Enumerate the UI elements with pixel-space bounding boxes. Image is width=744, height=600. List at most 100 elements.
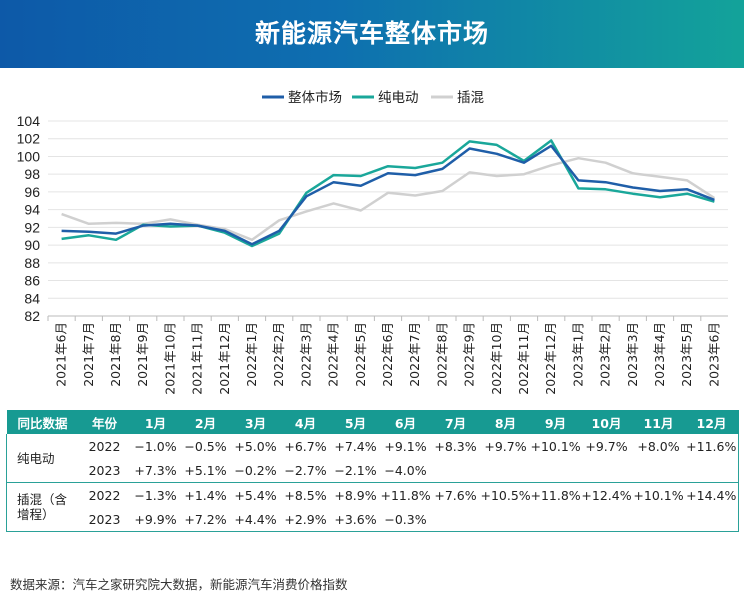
table-value-cell: +11.8% xyxy=(380,487,431,503)
table-value-cell: +2.9% xyxy=(280,507,331,532)
x-tick-label: 2022年11月 xyxy=(516,322,531,395)
table-value-cell: −1.3% xyxy=(134,487,177,503)
table-year-cell: 2023 xyxy=(78,458,131,483)
table-header-cell: 9月 xyxy=(530,410,581,434)
table-value-cell: −0.5% xyxy=(184,438,227,454)
table-value-cell: +8.5% xyxy=(284,487,327,503)
legend-label: 整体市场 xyxy=(288,89,342,106)
yoy-table: 同比数据 年份 1月 2月 3月 4月 5月 6月 7月 8月 9月 10月 11月 12月 纯电动 202… xyxy=(6,410,739,532)
legend-label: 纯电动 xyxy=(378,90,419,106)
table-value-cell xyxy=(480,507,531,532)
table-value-cell: −1.0% xyxy=(134,438,177,454)
table-value-cell: −4.0% xyxy=(380,458,431,483)
x-tick-label: 2022年3月 xyxy=(298,322,313,387)
series-line-bev xyxy=(61,139,715,248)
y-tick-label: 86 xyxy=(24,273,40,289)
x-tick-label: 2023年2月 xyxy=(598,322,613,387)
y-tick-label: 90 xyxy=(24,237,40,253)
table-year-cell: 2022 xyxy=(88,438,121,454)
table-value-cell: +12.4% xyxy=(581,487,632,503)
y-tick-label: 96 xyxy=(24,184,40,200)
title-banner: 新能源汽车整体市场 xyxy=(0,0,744,68)
table-header-cell: 年份 xyxy=(78,410,131,434)
y-tick-label: 82 xyxy=(24,308,40,324)
table-value-cell: +1.4% xyxy=(184,487,227,503)
table-value-cell xyxy=(530,507,581,532)
table-value-cell: +9.7% xyxy=(484,438,527,454)
table-header-cell: 7月 xyxy=(430,410,481,434)
table-group-label: 插混（含增程） xyxy=(6,482,79,532)
x-tick-label: 2022年10月 xyxy=(489,322,504,395)
table-header-row: 同比数据 年份 1月 2月 3月 4月 5月 6月 7月 8月 9月 10月 11月 12月 xyxy=(6,410,739,434)
table-value-cell xyxy=(632,458,685,483)
table-value-cell xyxy=(480,458,531,483)
table-value-cell: +10.1% xyxy=(530,438,581,454)
x-tick-label: 2023年6月 xyxy=(706,322,721,387)
table-header-cell: 11月 xyxy=(632,410,685,434)
x-tick-label: 2023年3月 xyxy=(625,322,640,387)
x-tick-label: 2021年12月 xyxy=(217,322,232,395)
x-tick-label: 2021年6月 xyxy=(54,322,69,387)
table-value-cell: +9.9% xyxy=(130,507,181,532)
table-header-cell: 同比数据 xyxy=(6,410,79,434)
table-row: 2023 +7.3% +5.1% −0.2% −2.7% −2.1% −4.0% xyxy=(7,458,739,483)
table-value-cell xyxy=(430,458,481,483)
table-value-cell: +10.5% xyxy=(480,487,531,503)
table-value-cell xyxy=(580,507,633,532)
chart-grid xyxy=(48,120,728,317)
chart-legend: 整体市场 纯电动 插混 xyxy=(262,89,484,106)
table-value-cell: +6.7% xyxy=(284,438,327,454)
x-tick-label: 2022年5月 xyxy=(353,322,368,387)
x-tick-label: 2022年6月 xyxy=(380,322,395,387)
series-line-phev xyxy=(61,156,716,242)
table-group-label: 纯电动 xyxy=(6,434,79,483)
x-tick-label: 2021年8月 xyxy=(108,322,123,387)
y-tick-label: 88 xyxy=(24,255,40,271)
table-row: 纯电动 2022 −1.0% −0.5% +5.0% +6.7% +7.4% +9.1% +8.… xyxy=(6,434,739,483)
chart-series xyxy=(61,139,716,248)
y-tick-label: 102 xyxy=(17,131,41,147)
y-tick-label: 84 xyxy=(24,290,40,306)
table-value-cell: −2.7% xyxy=(280,458,331,483)
y-tick-label: 94 xyxy=(24,202,40,218)
table-value-cell: +7.2% xyxy=(180,507,231,532)
x-tick-label: 2023年4月 xyxy=(652,322,667,387)
table-value-cell: +5.1% xyxy=(180,458,231,483)
table-header-cell: 6月 xyxy=(380,410,431,434)
table-value-cell: −0.3% xyxy=(380,507,431,532)
table-value-cell: −0.2% xyxy=(230,458,281,483)
x-tick-label: 2022年8月 xyxy=(434,322,449,387)
legend-label: 插混 xyxy=(457,90,484,106)
table-value-cell: +7.3% xyxy=(130,458,181,483)
table-value-cell xyxy=(632,507,685,532)
table-value-cell: −2.1% xyxy=(330,458,381,483)
table-value-cell xyxy=(684,458,739,483)
table-value-cell: +7.4% xyxy=(334,438,377,454)
table-row: 插混（含增程） 2022 −1.3% +1.4% +5.4% +8.5% +8.9% +11.… xyxy=(6,482,739,532)
table-value-cell: +3.6% xyxy=(330,507,381,532)
table-value-cell: +5.4% xyxy=(234,487,277,503)
table-header-cell: 12月 xyxy=(684,410,739,434)
table-value-cell: +14.4% xyxy=(684,482,739,507)
x-tick-label: 2023年1月 xyxy=(570,322,585,387)
table-header-cell: 2月 xyxy=(180,410,231,434)
x-tick-label: 2022年1月 xyxy=(244,322,259,387)
table-header-cell: 4月 xyxy=(280,410,331,434)
x-tick-label: 2021年10月 xyxy=(162,322,177,395)
table-row: 2023 +9.9% +7.2% +4.4% +2.9% +3.6% −0.3% xyxy=(7,507,739,532)
table-value-cell xyxy=(684,507,739,532)
table-header-cell: 3月 xyxy=(230,410,281,434)
x-tick-label: 2022年2月 xyxy=(271,322,286,387)
table-value-cell: +4.4% xyxy=(230,507,281,532)
table-year-cell: 2022 xyxy=(88,487,121,503)
table-value-cell xyxy=(580,458,633,483)
data-source-note: 数据来源：汽车之家研究院大数据，新能源汽车消费价格指数 xyxy=(10,577,348,592)
table-header-cell: 5月 xyxy=(330,410,381,434)
x-tick-label: 2022年7月 xyxy=(407,322,422,387)
x-tick-label: 2022年9月 xyxy=(462,322,477,387)
table-value-cell: +7.6% xyxy=(434,487,477,503)
x-tick-label: 2021年9月 xyxy=(135,322,150,387)
table-value-cell xyxy=(530,458,581,483)
